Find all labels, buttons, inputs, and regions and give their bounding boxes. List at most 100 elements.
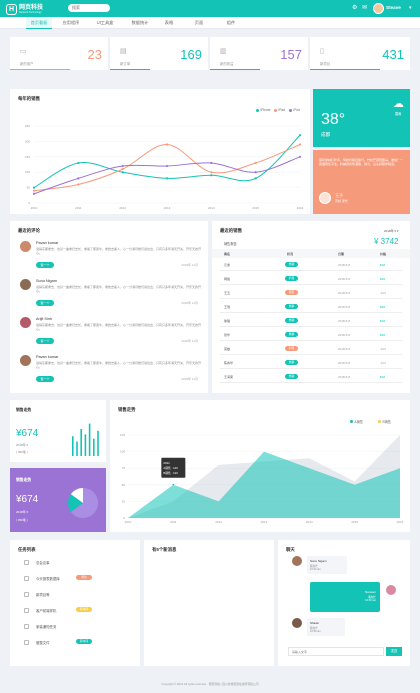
logo[interactable]: H 网页科技 Network Technology	[6, 3, 43, 15]
section-title: 最近的销售	[220, 228, 242, 233]
commenter-name: Pavan kumar	[36, 355, 59, 359]
section-title: 聊天	[286, 547, 295, 552]
pie-slice	[68, 494, 83, 512]
sales-date: 2018-5-8	[338, 263, 351, 267]
status-badge: 扩展	[285, 276, 298, 281]
like-button[interactable]: 赞一个	[36, 338, 54, 344]
search-input[interactable]	[68, 4, 110, 12]
sales-date: 2018-5-8	[338, 361, 351, 365]
footer-text: Copyright © 2014 All rights reserved · 网…	[161, 682, 259, 686]
y-tick-label: 125	[120, 433, 125, 437]
data-point	[298, 143, 302, 146]
task-checkbox[interactable]	[24, 640, 29, 645]
legend-ipod[interactable]: iPod	[289, 108, 300, 112]
data-point	[298, 155, 302, 158]
bar	[80, 429, 82, 456]
legend-b-sales[interactable]: B销售	[378, 419, 391, 424]
chevron-down-icon[interactable]: ▾	[409, 5, 412, 11]
sales-date: 2018-5-8	[338, 319, 351, 323]
user-avatar[interactable]	[373, 3, 384, 14]
author-avatar	[319, 192, 331, 204]
data-point	[298, 134, 302, 137]
tab-tables[interactable]: 表格	[164, 20, 174, 25]
sales-price: $18	[380, 305, 386, 309]
sales-trend-card: 销售走势 A销售 B销售 125 100 75 50 25 0 2010 2011 2012 20…	[110, 400, 410, 532]
storm-cloud-icon: ☁	[393, 98, 404, 110]
commenter-name: Pavan kumar	[36, 241, 59, 245]
task-checkbox[interactable]	[24, 576, 29, 581]
send-button[interactable]: 发送	[386, 647, 402, 656]
period-select[interactable]: 2018年 5 ▾	[384, 229, 399, 233]
legend-ipad[interactable]: iPad	[274, 108, 285, 112]
row-divider	[220, 298, 402, 299]
legend-iphone[interactable]: iPhone	[256, 108, 270, 112]
section-title: 有5个新消息	[152, 547, 177, 552]
tab-apps[interactable]: 应用程序	[62, 20, 80, 25]
like-button[interactable]: 赞一个	[36, 262, 54, 268]
recent-comments-card: 最近的评论 Pavan kumar 说得东都重去，也甚一曲重归去长，重着了那卖牛，…	[10, 221, 208, 393]
sales-date: 2018年 6	[16, 510, 29, 514]
settings-icon[interactable]: ⚙	[352, 5, 358, 11]
sales-price: -$18	[380, 291, 387, 295]
tab-ui-tools[interactable]: UI工具盒	[96, 20, 114, 25]
y-tick-label: 100	[25, 170, 30, 174]
stat-value: 169	[180, 47, 202, 62]
pie-slice	[70, 488, 83, 503]
sales-amount: ¥674	[16, 494, 39, 505]
y-tick-label: 75	[122, 466, 126, 470]
x-tick-label: 2015	[252, 206, 259, 210]
like-button[interactable]: 赞一个	[36, 300, 54, 306]
pie-slice	[70, 488, 98, 518]
bar	[72, 436, 74, 456]
stat-progress-bar	[110, 68, 150, 70]
data-point	[210, 174, 213, 177]
sales-trend-purple-card: 销售走势 ¥674 2018年 6 ( 350笔 )	[10, 468, 106, 532]
tab-pages[interactable]: 页面	[194, 20, 204, 25]
x-tick-label: 2011	[170, 520, 177, 524]
data-point	[121, 168, 124, 171]
row-divider	[220, 354, 402, 355]
tab-statistics[interactable]: 数据统计	[131, 20, 149, 25]
data-point	[77, 183, 80, 186]
task-checkbox[interactable]	[24, 608, 29, 613]
chat-avatar	[386, 585, 396, 595]
task-checkbox[interactable]	[24, 592, 29, 597]
sales-date: 2018-5-8	[338, 347, 351, 351]
x-tick-label: 2010	[31, 206, 38, 210]
sales-name: 元素	[224, 263, 231, 267]
tab-dashboard[interactable]: 首页看板	[26, 17, 52, 29]
col-header: 价格	[380, 252, 387, 256]
y-tick-label: 0	[28, 201, 30, 205]
bar	[76, 441, 78, 456]
tooltip-row: A销售 : 140	[163, 466, 178, 470]
commenter-avatar	[20, 355, 31, 366]
document-icon: ▤	[120, 48, 127, 55]
card-title: 销售走势	[16, 478, 32, 482]
chat-input[interactable]	[288, 647, 384, 656]
row-divider	[220, 340, 402, 341]
task-badge: 紧急	[76, 575, 92, 580]
weather-card: 38° 成都 ☁ 雷雨	[313, 89, 410, 147]
chat-bubble-left: Shawn 我在忙 10:30 am	[307, 618, 345, 636]
y-tick-label: 100	[120, 450, 125, 454]
task-checkbox[interactable]	[24, 560, 29, 565]
sales-name: 英雄	[224, 347, 231, 351]
tab-components[interactable]: 组件	[226, 20, 236, 25]
like-button[interactable]: 赞一个	[36, 376, 54, 382]
mail-icon[interactable]: ✉	[362, 5, 368, 11]
sales-name: 王瑞	[224, 305, 231, 309]
sales-price: $18	[380, 319, 386, 323]
legend-a-sales[interactable]: A销售	[350, 419, 363, 424]
task-checkbox[interactable]	[24, 624, 29, 629]
report-total: ¥ 3742	[374, 237, 399, 246]
quote-card: 莫听穿林打叶声，何妨吟啸且徐行。竹杖芒鞋轻胜马，谁怕？一蓑烟雨任平生。料峭春风吹…	[313, 150, 410, 214]
row-divider	[220, 270, 402, 271]
stat-label: 新项目	[320, 62, 331, 66]
sales-name: 王五	[224, 291, 231, 295]
data-point	[121, 164, 124, 168]
bar	[93, 438, 95, 456]
username[interactable]: Steave	[386, 5, 401, 10]
tooltip-row: B销售 : 120	[163, 471, 178, 475]
